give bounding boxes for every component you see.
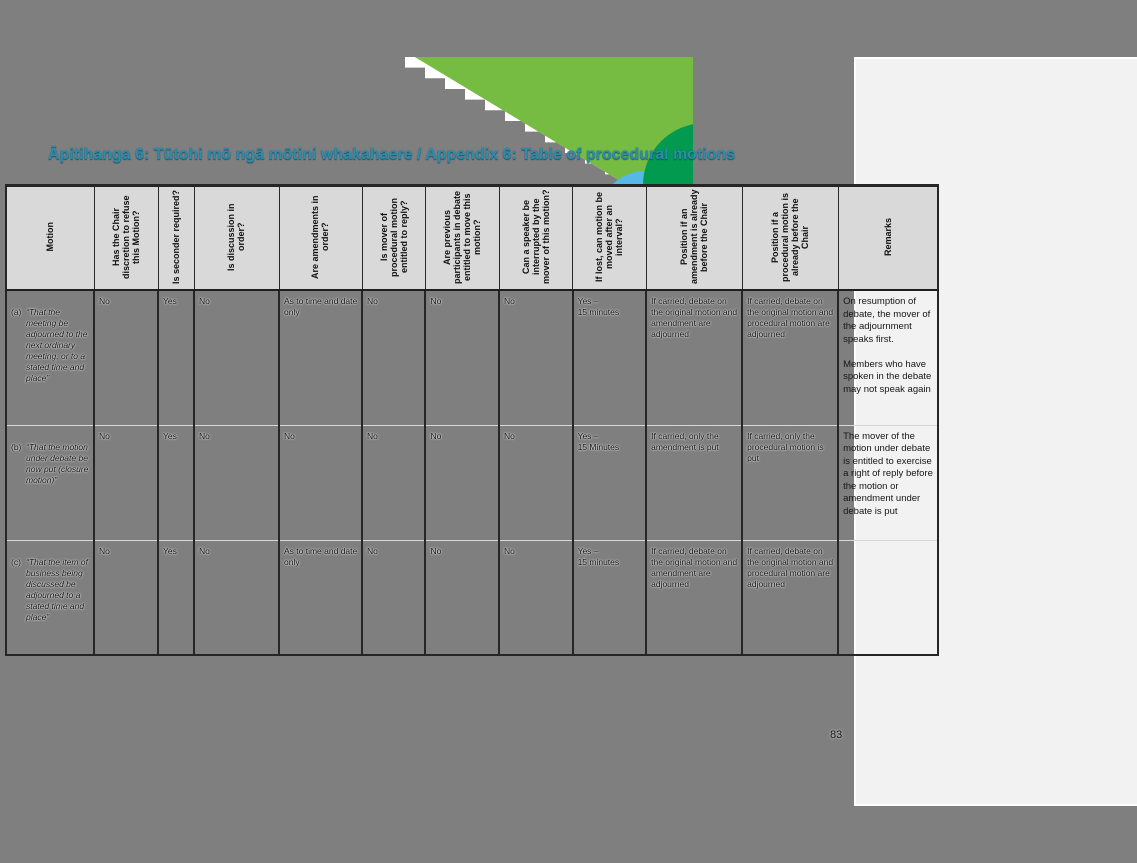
table-cell: If carried, debate on the original motio… [645,540,744,656]
table-cell: No [278,425,363,541]
table-row-c: (c) “That the item of business being dis… [5,540,940,656]
table-cell: No [360,290,427,426]
row-label: (c) [11,556,21,567]
table-row-b: (b) “That the motion under debate be now… [5,425,940,541]
table-cell: No [360,425,427,541]
logo-dark-green-circle [643,124,693,185]
table-cell: No [424,540,501,656]
motion-text: “That the motion under debate be now put… [26,441,89,485]
col-header-position-procedural: Position if a procedural motion is alrea… [741,185,839,292]
header-row: Motion Has the Chair discretion to refus… [5,185,939,292]
table-cell: No [193,425,280,541]
table-cell: No [193,540,280,656]
council-logo [405,57,693,185]
table-cell: No [360,540,427,656]
remarks-cell: The mover of the motion under debate is … [837,425,940,541]
col-header-previous-participants: Are previous participants in debate enti… [424,185,500,292]
table-cell: Yes [157,540,195,656]
table-cell: No [424,290,501,426]
logo-green-triangle [415,57,693,185]
col-header-chair-discretion: Has the Chair discretion to refuse this … [93,185,159,292]
table-cell: If carried, debate on the original motio… [645,290,744,426]
col-header-seconder-required: Is seconder required? [157,185,195,292]
col-header-moved-after-interval: If lost, can motion be moved after an in… [572,185,647,292]
table-cell: If carried, debate on the original motio… [741,540,840,656]
table-cell: As to time and date only [278,290,363,426]
procedural-motions-table: Motion Has the Chair discretion to refus… [5,184,940,657]
col-header-amendments-in-order: Are amendments in order? [278,185,363,292]
row-label: (b) [11,441,22,452]
table-cell: If carried, debate on the original motio… [741,290,840,426]
table-cell: If carried, only the procedural motion i… [741,425,840,541]
col-header-position-amendment: Position if an amendment is already befo… [645,185,743,292]
remarks-cell: On resumption of debate, the mover of th… [837,290,940,426]
table-cell: No [424,425,501,541]
table-cell: No [93,425,159,541]
remarks-cell [837,540,940,656]
table-row-a: (a) “That the meeting be adjourned to th… [5,290,940,426]
motion-cell: (c) “That the item of business being dis… [5,540,95,656]
table-cell: No [498,425,574,541]
motion-cell: (a) “That the meeting be adjourned to th… [5,290,95,426]
table-cell: Yes – 15 minutes [571,540,648,656]
page-number: 83 [830,729,843,741]
table-cell: Yes – 15 minutes [571,290,648,426]
table-cell: No [498,540,574,656]
motion-text: “That the item of business being discuss… [26,556,88,622]
table-cell: No [193,290,280,426]
table-cell: Yes – 15 Minutes [571,425,648,541]
col-header-motion: Motion [5,185,95,292]
col-header-remarks: Remarks [837,185,939,292]
motion-cell: (b) “That the motion under debate be now… [5,425,95,541]
col-header-discussion-in-order: Is discussion in order? [193,185,280,292]
col-header-speaker-interrupted: Can a speaker be interrupted by the move… [498,185,574,292]
table-cell: No [93,290,159,426]
page-title: Āpitihanga 6: Tūtohi mō ngā mōtini whaka… [48,146,736,163]
table-cell: If carried, only the amendment is put [645,425,744,541]
table-cell: No [498,290,574,426]
row-label: (a) [11,307,22,318]
table-cell: As to time and date only [278,540,363,656]
table-cell: Yes [157,425,195,541]
col-header-mover-reply: Is mover of procedural motion entitled t… [361,185,426,292]
table-cell: Yes [157,290,195,426]
motion-text: “That the meeting be adjourned to the ne… [26,307,88,384]
table-cell: No [93,540,159,656]
